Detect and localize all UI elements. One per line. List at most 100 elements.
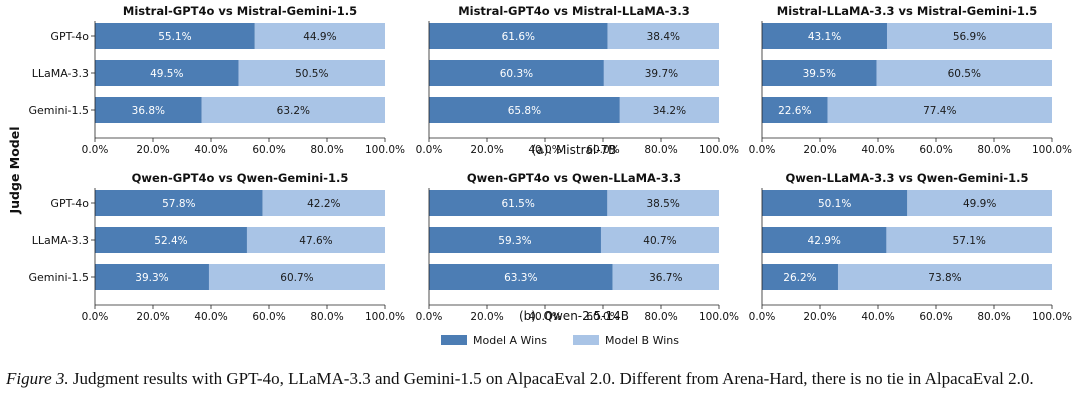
bar-label-b: 44.9%: [303, 31, 336, 43]
bar-model-b: [208, 264, 385, 290]
bar-model-a: [429, 190, 608, 216]
figure-caption: Figure 3. Judgment results with GPT-4o, …: [6, 368, 1074, 389]
bar-label-a: 61.6%: [502, 31, 535, 43]
bar-model-b: [607, 190, 719, 216]
bar-label-b: 47.6%: [299, 235, 332, 247]
x-tick-label: 40.0%: [194, 311, 227, 323]
bar-model-a: [762, 23, 887, 49]
bar-label-a: 43.1%: [808, 31, 841, 43]
bar-label-b: 60.7%: [280, 272, 313, 284]
bar-model-b: [238, 60, 385, 86]
x-tick-label: 20.0%: [803, 311, 836, 323]
bar-model-b: [600, 227, 719, 253]
x-tick-label: 40.0%: [194, 144, 227, 156]
caption-lead: Figure 3.: [6, 369, 69, 388]
x-tick-label: 100.0%: [365, 311, 405, 323]
x-tick-label: 60.0%: [919, 144, 952, 156]
x-tick-label: 60.0%: [586, 311, 619, 323]
bar-model-b: [886, 227, 1052, 253]
bar-label-b: 50.5%: [295, 68, 328, 80]
bar-label-a: 39.3%: [135, 272, 168, 284]
y-axis-label: Judge Model: [7, 126, 22, 214]
bar-model-a: [429, 264, 613, 290]
bar-model-b: [876, 60, 1052, 86]
bar-model-b: [612, 264, 719, 290]
bar-model-b: [837, 264, 1052, 290]
x-tick-label: 40.0%: [861, 144, 894, 156]
bar-label-a: 50.1%: [818, 198, 851, 210]
bar-model-a: [429, 97, 620, 123]
x-tick-label: 80.0%: [310, 144, 343, 156]
bar-label-a: 57.8%: [162, 198, 195, 210]
x-tick-label: 100.0%: [1032, 311, 1072, 323]
figure-chart: Mistral-GPT4o vs Mistral-Gemini-1.5 55.1%…: [7, 4, 1072, 347]
bar-model-b: [907, 190, 1052, 216]
y-tick-label: GPT-4o: [50, 30, 89, 43]
x-tick-label: 0.0%: [416, 311, 443, 323]
x-tick-label: 100.0%: [699, 311, 739, 323]
panel-title: Mistral-LLaMA-3.3 vs Mistral-Gemini-1.5: [777, 4, 1037, 18]
panel-title: Mistral-GPT4o vs Mistral-Gemini-1.5: [123, 4, 357, 18]
x-tick-label: 60.0%: [252, 144, 285, 156]
bar-model-a: [95, 227, 247, 253]
x-tick-label: 0.0%: [82, 144, 109, 156]
caption-text: Judgment results with GPT-4o, LLaMA-3.3 …: [68, 369, 1034, 388]
bar-model-a: [762, 264, 838, 290]
bar-model-a: [95, 97, 202, 123]
bar-model-a: [95, 190, 263, 216]
bar-label-a: 65.8%: [508, 105, 541, 117]
bar-model-b: [201, 97, 385, 123]
bar-model-a: [429, 60, 604, 86]
bar-label-b: 73.8%: [928, 272, 961, 284]
x-tick-label: 60.0%: [252, 311, 285, 323]
legend-label: Model A Wins: [473, 334, 547, 347]
x-tick-label: 100.0%: [699, 144, 739, 156]
bar-model-a: [762, 60, 877, 86]
legend-swatch: [441, 335, 467, 345]
x-tick-label: 100.0%: [1032, 144, 1072, 156]
bar-model-b: [262, 190, 385, 216]
bar-model-a: [429, 227, 601, 253]
x-tick-label: 80.0%: [977, 144, 1010, 156]
x-tick-label: 20.0%: [803, 144, 836, 156]
bar-model-b: [254, 23, 385, 49]
bar-label-b: 40.7%: [643, 235, 676, 247]
bar-model-a: [95, 23, 255, 49]
x-tick-label: 0.0%: [749, 144, 776, 156]
bar-label-b: 49.9%: [963, 198, 996, 210]
x-tick-label: 0.0%: [749, 311, 776, 323]
y-tick-label: LLaMA-3.3: [32, 234, 89, 247]
x-tick-label: 40.0%: [861, 311, 894, 323]
bar-label-b: 38.4%: [647, 31, 680, 43]
bar-model-b: [603, 60, 719, 86]
x-tick-label: 60.0%: [586, 144, 619, 156]
bar-label-b: 63.2%: [277, 105, 310, 117]
legend-swatch: [573, 335, 599, 345]
group-label: (b). Qwen-2.5-14B: [519, 309, 629, 323]
bar-label-b: 38.5%: [646, 198, 679, 210]
bar-label-a: 39.5%: [803, 68, 836, 80]
bar-model-a: [762, 190, 908, 216]
bar-model-b: [619, 97, 719, 123]
bar-model-a: [762, 97, 828, 123]
x-tick-label: 40.0%: [528, 144, 561, 156]
bar-label-b: 39.7%: [645, 68, 678, 80]
bar-label-b: 56.9%: [953, 31, 986, 43]
x-tick-label: 80.0%: [644, 144, 677, 156]
x-tick-label: 100.0%: [365, 144, 405, 156]
bar-label-b: 60.5%: [948, 68, 981, 80]
bar-label-a: 49.5%: [150, 68, 183, 80]
bar-model-a: [762, 227, 887, 253]
group-label: (a). Mistral-7B: [532, 143, 617, 157]
panel-title: Mistral-GPT4o vs Mistral-LLaMA-3.3: [458, 4, 690, 18]
bar-label-a: 22.6%: [778, 105, 811, 117]
bar-label-b: 57.1%: [953, 235, 986, 247]
x-tick-label: 20.0%: [136, 144, 169, 156]
bar-label-a: 52.4%: [154, 235, 187, 247]
x-tick-label: 20.0%: [470, 311, 503, 323]
bar-label-a: 26.2%: [783, 272, 816, 284]
bar-model-a: [429, 23, 608, 49]
y-tick-label: Gemini-1.5: [28, 104, 89, 117]
bar-label-b: 34.2%: [653, 105, 686, 117]
x-tick-label: 0.0%: [82, 311, 109, 323]
